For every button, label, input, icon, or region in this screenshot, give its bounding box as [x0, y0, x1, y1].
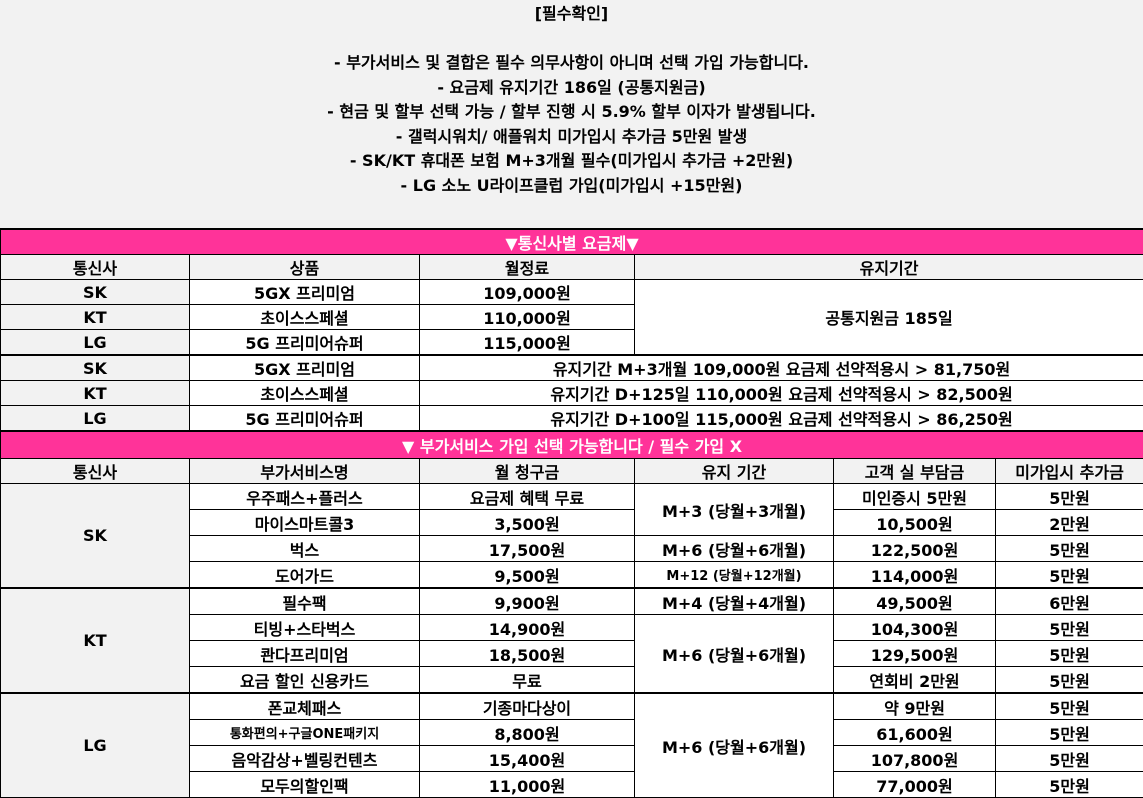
col-header: 유지기간	[635, 255, 1143, 280]
addon-name: 모두의할인팩	[190, 772, 420, 798]
fee-cell: 109,000원	[420, 280, 635, 305]
carrier-cell: LG	[1, 693, 190, 798]
notice-section: [필수확인] - 부가서비스 및 결합은 필수 의무사항이 아니며 선택 가입 …	[0, 0, 1143, 228]
col-header: 월정료	[420, 255, 635, 280]
addon-name: 요금 할인 신용카드	[190, 667, 420, 694]
product-cell: 5G 프리미어슈퍼	[190, 330, 420, 356]
addon-penalty: 5만원	[996, 615, 1143, 641]
addon-penalty: 5만원	[996, 562, 1143, 589]
addon-name: 티빙+스타벅스	[190, 615, 420, 641]
carrier-cell: SK	[1, 355, 190, 381]
col-header: 미가입시 추가금	[996, 459, 1143, 484]
product-cell: 초이스스페셜	[190, 305, 420, 330]
addon-fee: 기종마다상이	[420, 693, 635, 720]
notice-line: - LG 소노 U라이프클럽 가입(미가입시 +15만원)	[0, 174, 1143, 199]
addon-penalty: 2만원	[996, 510, 1143, 536]
contract-desc-cell: 유지기간 M+3개월 109,000원 요금제 선약적용시 > 81,750원	[420, 355, 1143, 381]
addon-fee: 9,500원	[420, 562, 635, 589]
addon-cost: 104,300원	[834, 615, 996, 641]
addon-penalty: 5만원	[996, 693, 1143, 720]
addon-cost: 129,500원	[834, 641, 996, 667]
addon-period: M+6 (당월+6개월)	[635, 693, 834, 798]
addon-fee: 17,500원	[420, 536, 635, 562]
addon-cost: 약 9만원	[834, 693, 996, 720]
notice-line: - 갤럭시워치/ 애플워치 미가입시 추가금 5만원 발생	[0, 125, 1143, 150]
addon-fee: 14,900원	[420, 615, 635, 641]
plans-table: ▼통신사별 요금제▼ 통신사 상품 월정료 유지기간 SK 5GX 프리미엄 1…	[0, 228, 1143, 798]
addon-penalty: 5만원	[996, 667, 1143, 694]
addon-name: 우주패스+플러스	[190, 484, 420, 510]
addon-penalty: 5만원	[996, 746, 1143, 772]
contract-desc-cell: 유지기간 D+125일 110,000원 요금제 선약적용시 > 82,500원	[420, 381, 1143, 406]
addon-penalty: 5만원	[996, 720, 1143, 746]
addon-fee: 9,900원	[420, 588, 635, 615]
addon-penalty: 5만원	[996, 484, 1143, 510]
notice-line: - 현금 및 할부 선택 가능 / 할부 진행 시 5.9% 할부 이자가 발생…	[0, 100, 1143, 125]
contract-desc-cell: 유지기간 D+100일 115,000원 요금제 선약적용시 > 86,250원	[420, 406, 1143, 432]
addon-penalty: 5만원	[996, 536, 1143, 562]
product-cell: 5GX 프리미엄	[190, 280, 420, 305]
addon-cost: 61,600원	[834, 720, 996, 746]
product-cell: 5G 프리미어슈퍼	[190, 406, 420, 432]
addon-period: M+6 (당월+6개월)	[635, 536, 834, 562]
fee-cell: 110,000원	[420, 305, 635, 330]
addon-period: M+6 (당월+6개월)	[635, 615, 834, 694]
addons-title: ▼ 부가서비스 가입 선택 가능합니다 / 필수 가입 X	[1, 431, 1143, 459]
notice-line: - 부가서비스 및 결합은 필수 의무사항이 아니며 선택 가입 가능합니다.	[0, 51, 1143, 76]
carrier-cell: LG	[1, 406, 190, 432]
addon-cost: 10,500원	[834, 510, 996, 536]
addon-fee: 11,000원	[420, 772, 635, 798]
product-cell: 5GX 프리미엄	[190, 355, 420, 381]
addon-name: 벅스	[190, 536, 420, 562]
notice-line: - 요금제 유지기간 186일 (공통지원금)	[0, 76, 1143, 101]
col-header: 월 청구금	[420, 459, 635, 484]
addon-cost: 114,000원	[834, 562, 996, 589]
addon-name: 폰교체패스	[190, 693, 420, 720]
carrier-cell: SK	[1, 280, 190, 305]
addon-cost: 107,800원	[834, 746, 996, 772]
addon-penalty: 6만원	[996, 588, 1143, 615]
col-header: 상품	[190, 255, 420, 280]
addon-cost: 122,500원	[834, 536, 996, 562]
common-period-cell: 공통지원금 185일	[635, 280, 1143, 356]
addon-fee: 요금제 혜택 무료	[420, 484, 635, 510]
addon-name: 콴다프리미엄	[190, 641, 420, 667]
carrier-cell: LG	[1, 330, 190, 356]
col-header: 부가서비스명	[190, 459, 420, 484]
carrier-cell: KT	[1, 305, 190, 330]
addon-name: 음악감상+벨링컨텐츠	[190, 746, 420, 772]
addon-name: 통화편의+구글ONE패키지	[190, 720, 420, 746]
addon-cost: 49,500원	[834, 588, 996, 615]
addon-cost: 미인증시 5만원	[834, 484, 996, 510]
addon-period: M+4 (당월+4개월)	[635, 588, 834, 615]
fee-cell: 115,000원	[420, 330, 635, 356]
col-header: 통신사	[1, 255, 190, 280]
addon-penalty: 5만원	[996, 772, 1143, 798]
carrier-cell: KT	[1, 381, 190, 406]
notice-title: [필수확인]	[0, 2, 1143, 27]
notice-line: - SK/KT 휴대폰 보험 M+3개월 필수(미가입시 추가금 +2만원)	[0, 149, 1143, 174]
addon-fee: 무료	[420, 667, 635, 694]
product-cell: 초이스스페셜	[190, 381, 420, 406]
addon-cost: 77,000원	[834, 772, 996, 798]
addon-fee: 3,500원	[420, 510, 635, 536]
addon-penalty: 5만원	[996, 641, 1143, 667]
carrier-cell: KT	[1, 588, 190, 693]
plans-title: ▼통신사별 요금제▼	[1, 229, 1143, 255]
col-header: 통신사	[1, 459, 190, 484]
addon-name: 도어가드	[190, 562, 420, 589]
addon-fee: 15,400원	[420, 746, 635, 772]
carrier-cell: SK	[1, 484, 190, 589]
addon-fee: 18,500원	[420, 641, 635, 667]
addon-cost: 연회비 2만원	[834, 667, 996, 694]
addon-period: M+3 (당월+3개월)	[635, 484, 834, 536]
addon-period: M+12 (당월+12개월)	[635, 562, 834, 589]
addon-fee: 8,800원	[420, 720, 635, 746]
col-header: 고객 실 부담금	[834, 459, 996, 484]
addon-name: 마이스마트콜3	[190, 510, 420, 536]
col-header: 유지 기간	[635, 459, 834, 484]
addon-name: 필수팩	[190, 588, 420, 615]
